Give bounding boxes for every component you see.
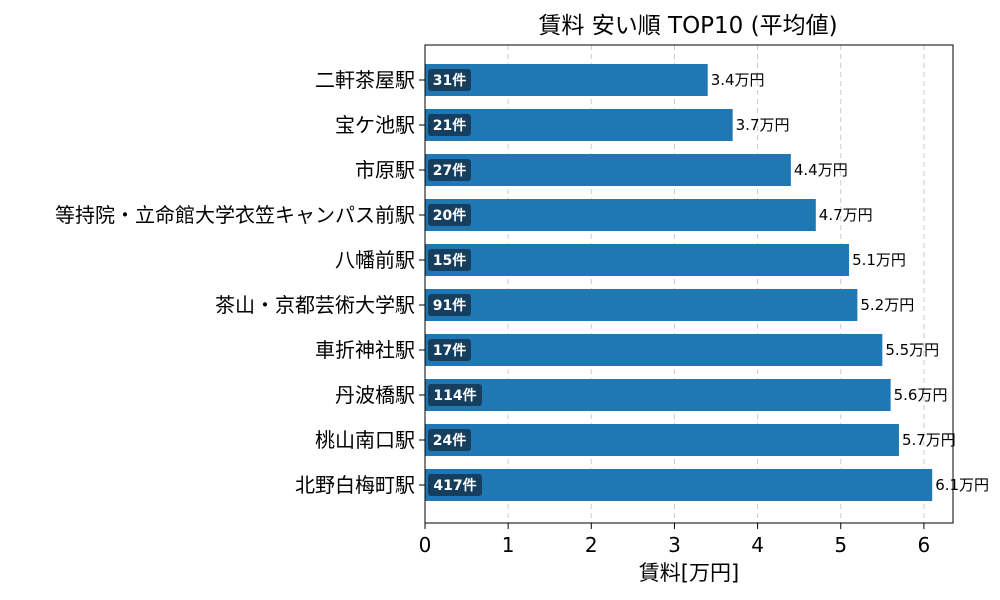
count-label: 17件 xyxy=(433,342,466,359)
count-badge xyxy=(428,69,471,91)
chart-title: 賃料 安い順 TOP10 (平均値) xyxy=(538,13,837,39)
count-label: 31件 xyxy=(433,72,466,89)
count-label: 15件 xyxy=(433,252,466,269)
x-axis-ticks: 0 1 2 3 4 5 6 xyxy=(419,79,931,557)
value-label: 5.1万円 xyxy=(852,251,906,269)
x-tick-label: 6 xyxy=(918,533,931,557)
count-label: 20件 xyxy=(433,207,466,224)
count-label: 24件 xyxy=(433,432,466,449)
x-tick-label: 4 xyxy=(751,533,764,557)
x-tick-label: 5 xyxy=(834,533,847,557)
bar xyxy=(425,199,816,231)
bar xyxy=(425,379,891,411)
count-label: 417件 xyxy=(433,477,476,494)
count-badge xyxy=(428,474,482,496)
value-label: 5.7万円 xyxy=(902,431,956,449)
category-label: 北野白梅町駅 xyxy=(295,473,415,497)
x-tick-label: 3 xyxy=(668,533,681,557)
category-labels: 二軒茶屋駅宝ケ池駅市原駅等持院・立命館大学衣笠キャンパス前駅八幡前駅茶山・京都芸… xyxy=(55,68,415,497)
count-label: 114件 xyxy=(433,387,476,404)
category-label: 車折神社駅 xyxy=(315,338,415,362)
category-label: 丹波橋駅 xyxy=(335,383,415,407)
value-label: 4.7万円 xyxy=(819,206,873,224)
count-badge xyxy=(428,249,471,271)
value-label: 4.4万円 xyxy=(794,161,848,179)
count-badge xyxy=(428,159,471,181)
category-label: 八幡前駅 xyxy=(335,248,415,272)
plot-frame xyxy=(424,44,954,524)
bar xyxy=(425,469,933,501)
count-label: 21件 xyxy=(433,117,466,134)
count-badge xyxy=(428,114,471,136)
bar xyxy=(425,64,708,96)
count-badge xyxy=(428,204,471,226)
bar xyxy=(425,424,899,456)
bars: 31件 3.4万円 21件 3.7万円 27件 4.4万円 20件 4.7万円 15件 5.1万円… xyxy=(425,64,989,501)
category-label: 二軒茶屋駅 xyxy=(315,68,415,92)
x-axis-label: 賃料[万円] xyxy=(639,561,739,585)
count-badge xyxy=(428,429,471,451)
category-label: 宝ケ池駅 xyxy=(335,113,415,137)
x-tick-label: 0 xyxy=(419,533,432,557)
count-badge xyxy=(428,384,482,406)
category-label: 市原駅 xyxy=(355,158,415,182)
count-badge xyxy=(428,294,471,316)
value-label: 5.2万円 xyxy=(860,296,914,314)
bar xyxy=(425,289,858,321)
bar xyxy=(425,154,791,186)
category-label: 桃山南口駅 xyxy=(315,428,415,452)
x-tick-label: 1 xyxy=(502,533,515,557)
count-badge xyxy=(428,339,471,361)
count-label: 91件 xyxy=(433,297,466,314)
value-label: 5.5万円 xyxy=(885,341,939,359)
bar xyxy=(425,334,883,366)
bar xyxy=(425,244,850,276)
value-label: 5.6万円 xyxy=(894,386,948,404)
count-label: 27件 xyxy=(433,162,466,179)
category-label: 等持院・立命館大学衣笠キャンパス前駅 xyxy=(55,203,415,227)
value-label: 3.4万円 xyxy=(711,71,765,89)
value-label: 3.7万円 xyxy=(736,116,790,134)
value-label: 6.1万円 xyxy=(935,476,989,494)
x-tick-label: 2 xyxy=(585,533,598,557)
bar xyxy=(425,109,733,141)
category-label: 茶山・京都芸術大学駅 xyxy=(215,293,415,317)
